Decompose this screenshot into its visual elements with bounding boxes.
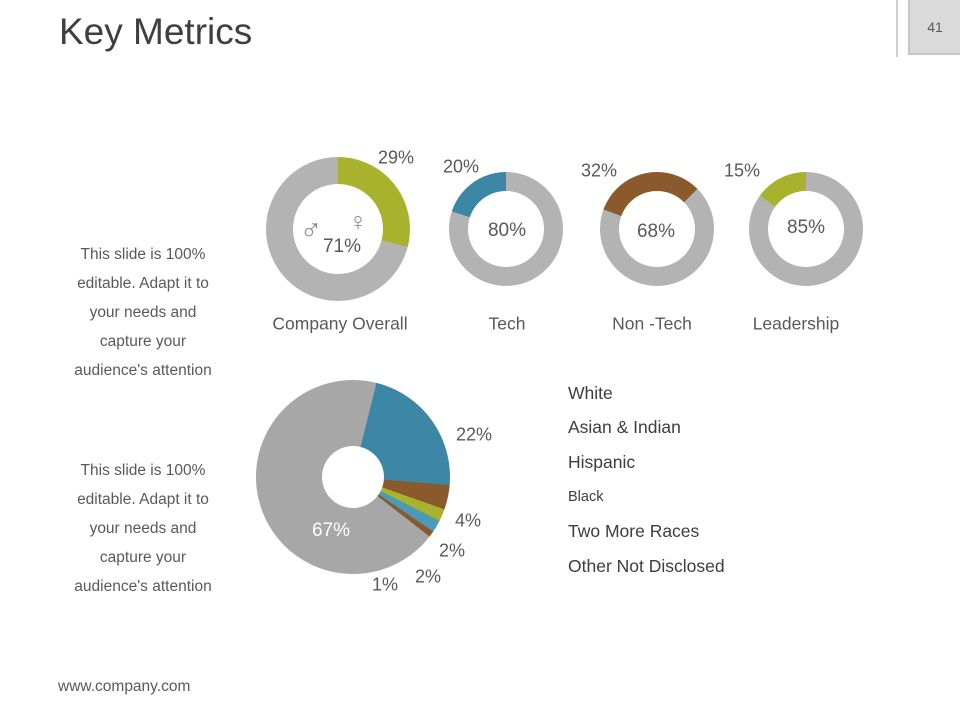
- donut-title-leadership: Leadership: [752, 313, 840, 334]
- donut-inside-value: 80%: [487, 220, 527, 241]
- donut-inside-value: 85%: [786, 217, 826, 238]
- donut-title-non-tech: Non -Tech: [612, 313, 692, 334]
- male-icon: ♂: [299, 214, 323, 247]
- donut-title-tech: Tech: [488, 313, 526, 334]
- donut-outside-value: 29%: [377, 147, 415, 168]
- page-number-box: 41: [908, 0, 960, 55]
- pie-value-hispanic: 4%: [454, 510, 482, 531]
- legend-item-black: Black: [568, 489, 604, 506]
- legend-item-white: White: [568, 382, 613, 403]
- pie-hole: [322, 446, 384, 508]
- donut-chart-company-overall: [266, 157, 410, 301]
- pie-value-two-more-races: 2%: [414, 566, 442, 587]
- pie-legend: White Asian & Indian Hispanic Black Two …: [568, 376, 725, 584]
- page-title: Key Metrics: [59, 11, 253, 52]
- donut-title-company-overall: Company Overall: [272, 313, 408, 334]
- donut-hole: [468, 191, 544, 267]
- legend-item-other-not-disclosed: Other Not Disclosed: [568, 555, 725, 576]
- donut-hole: [768, 191, 844, 267]
- pie-inside-value: 67%: [311, 520, 351, 541]
- pie-chart-ethnicity: [256, 380, 450, 574]
- legend-item-asian-indian: Asian & Indian: [568, 417, 681, 438]
- female-icon: ♀: [348, 206, 368, 237]
- donut-chart-leadership: [749, 172, 863, 286]
- donut-inside-value: 68%: [636, 221, 676, 242]
- page-number-accent-line: [896, 0, 898, 57]
- legend-item-hispanic: Hispanic: [568, 451, 636, 472]
- donut-hole: [619, 191, 695, 267]
- donut-outside-value: 15%: [723, 160, 761, 181]
- donut-hole: [293, 184, 383, 274]
- pie-value-other: 1%: [371, 574, 399, 595]
- page-number: 41: [927, 18, 943, 35]
- footer-url: www.company.com: [58, 678, 191, 695]
- legend-item-two-more-races: Two More Races: [568, 521, 700, 542]
- editable-note-1: This slide is 100% editable. Adapt it to…: [74, 246, 212, 379]
- donut-chart-non-tech: [600, 172, 714, 286]
- donut-chart-tech: [449, 172, 563, 286]
- editable-note-2: This slide is 100% editable. Adapt it to…: [74, 462, 212, 595]
- pie-value-asian-indian: 22%: [455, 424, 493, 445]
- donut-inside-value: 71%: [322, 236, 362, 257]
- pie-value-black: 2%: [438, 540, 466, 561]
- donut-outside-value: 20%: [442, 156, 480, 177]
- donut-outside-value: 32%: [580, 160, 618, 181]
